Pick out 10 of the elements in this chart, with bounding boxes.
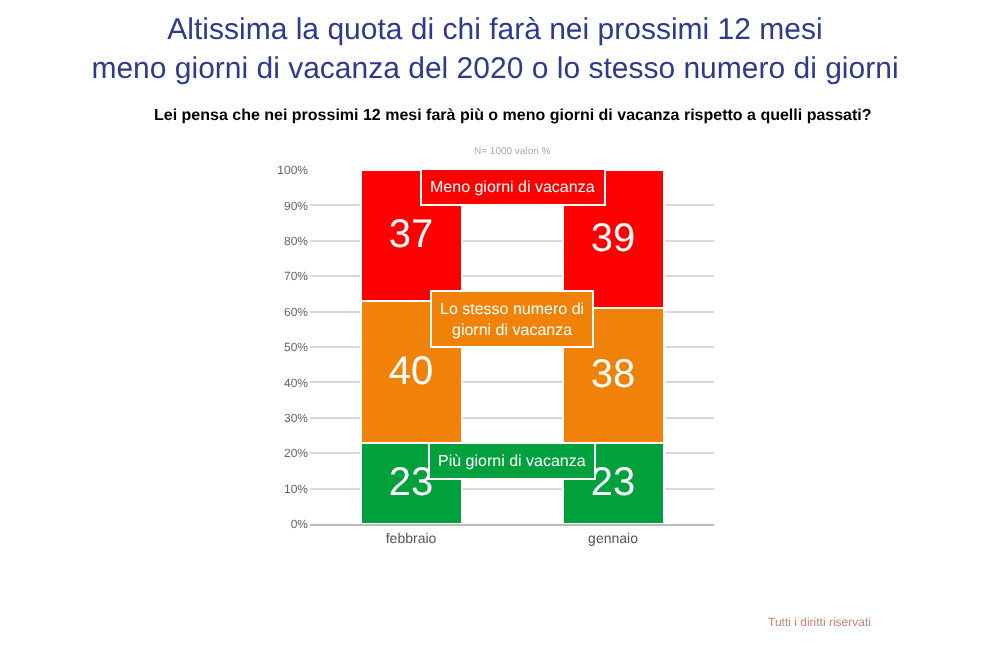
- data-label: 37: [388, 213, 434, 258]
- data-label: 39: [590, 217, 636, 262]
- data-label: 23: [590, 461, 636, 506]
- series-label: Lo stesso numero di giorni di vacanza: [440, 300, 585, 339]
- series-label: Più giorni di vacanza: [438, 452, 587, 470]
- data-label: 40: [388, 349, 434, 394]
- chart-subtitle: Lei pensa che nei prossimi 12 mesi farà più o meno giorni di vacanza rispetto a quelli passati?: [154, 106, 872, 124]
- chart-title: Altissima la quota di chi farà nei prossimi 12 mesi meno giorni di vacanza del 2020 o lo stesso numero di giorni: [91, 12, 899, 86]
- series-label: Meno giorni di vacanza: [430, 178, 596, 196]
- data-label: 38: [590, 353, 636, 398]
